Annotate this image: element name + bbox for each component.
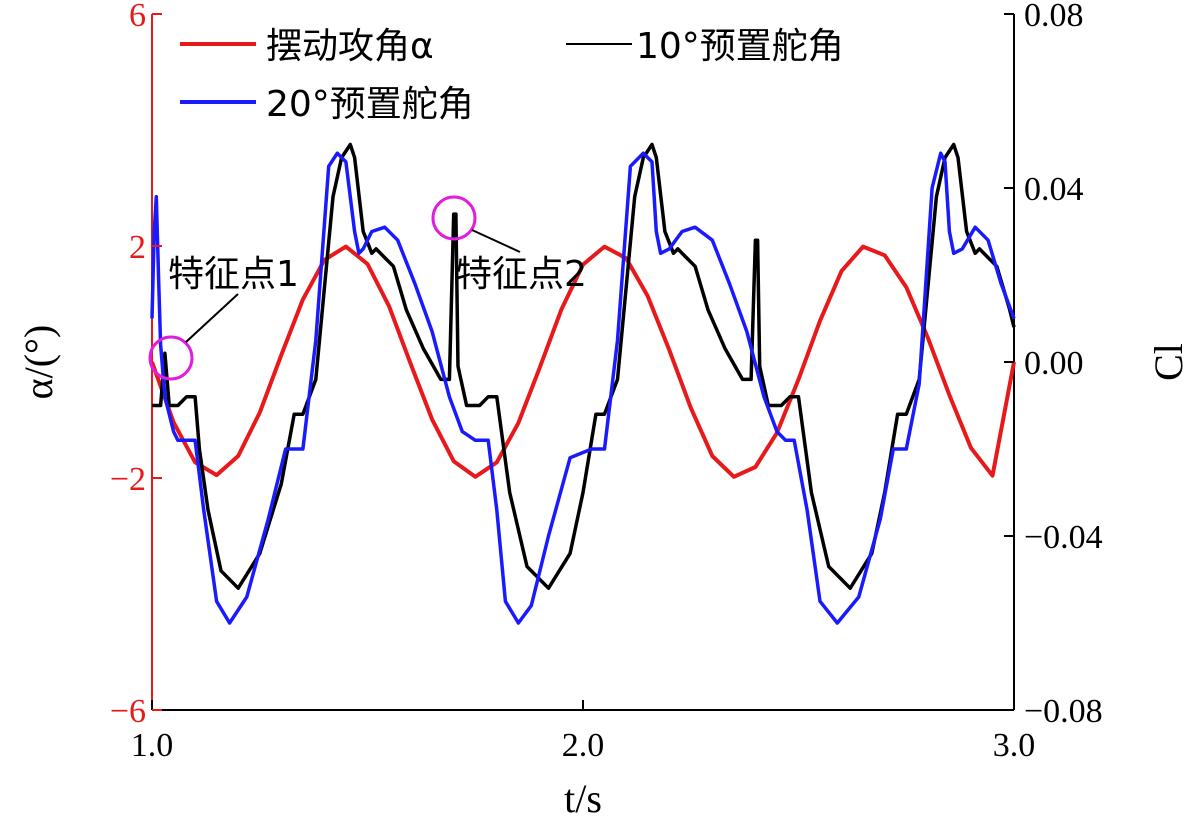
y-right-tick-label-0: 0.08 — [1024, 0, 1084, 34]
y-right-tick-label-1: 0.04 — [1024, 171, 1084, 208]
y-left-tick-label-1: 2 — [129, 229, 146, 266]
feature-point-2-label: 特征点2 — [456, 254, 587, 295]
plot-background — [152, 14, 1014, 710]
legend: 摆动攻角α 10°预置舵角 20°预置舵角 — [180, 26, 844, 125]
legend-label-10deg: 10°预置舵角 — [636, 26, 844, 67]
y-left-tick-label-0: 6 — [129, 0, 146, 34]
series-lines — [150, 142, 1016, 625]
y-right-ticks: 0.08 0.04 0.00 −0.04 −0.08 — [1004, 0, 1103, 730]
feature-point-1-leader — [185, 293, 239, 343]
feature-point-1-label: 特征点1 — [168, 254, 299, 295]
x-tick-label-2: 3.0 — [993, 727, 1036, 764]
y-left-axis-title: α/(°) — [16, 325, 61, 400]
x-tick-label-0: 1.0 — [131, 727, 174, 764]
y-left-ticks: 6 2 −2 −6 — [110, 0, 162, 730]
plot-area — [151, 14, 1015, 711]
y-right-tick-label-2: 0.00 — [1024, 345, 1084, 382]
y-left-tick-label-3: −6 — [110, 693, 146, 730]
annotations: 特征点1 特征点2 — [148, 195, 587, 381]
y-right-tick-label-4: −0.08 — [1024, 693, 1103, 730]
x-axis-title: t/s — [564, 776, 602, 821]
series-line-2 — [150, 151, 1016, 625]
x-ticks: 1.0 2.0 3.0 — [131, 700, 1036, 764]
y-right-tick-label-3: −0.04 — [1024, 519, 1103, 556]
y-right-axis-title: Cl — [1146, 343, 1191, 381]
legend-label-20deg: 20°预置舵角 — [266, 84, 474, 125]
y-left-tick-label-2: −2 — [110, 461, 146, 498]
feature-point-2-marker — [431, 195, 477, 241]
series-line-0 — [150, 244, 1016, 479]
feature-point-2-leader — [471, 229, 521, 253]
x-tick-label-1: 2.0 — [562, 727, 605, 764]
legend-label-alpha: 摆动攻角α — [266, 26, 434, 67]
feature-point-1-marker — [148, 335, 194, 381]
